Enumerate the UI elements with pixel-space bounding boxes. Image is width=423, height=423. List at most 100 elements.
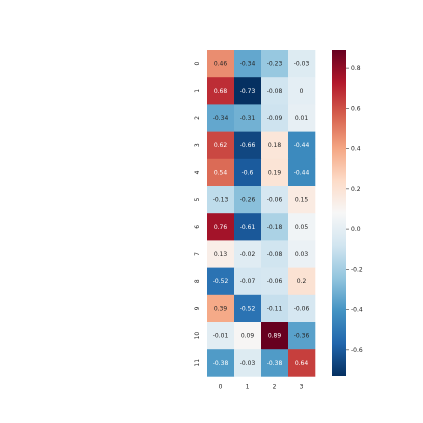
cell-value-label: -0.13 xyxy=(213,197,229,204)
column-tick-label: 0 xyxy=(219,383,223,390)
heatmap-cell xyxy=(261,267,289,296)
heatmap-cell xyxy=(261,158,289,187)
cell-value-label: -0.03 xyxy=(294,61,310,68)
row-tick-label: 2 xyxy=(194,116,201,120)
heatmap-cell xyxy=(288,294,316,323)
cell-value-label: -0.34 xyxy=(240,61,256,68)
cell-value-label: -0.06 xyxy=(267,197,283,204)
heatmap-cell xyxy=(234,349,262,377)
cell-value-label: -0.6 xyxy=(242,169,254,176)
heatmap-cell xyxy=(234,158,262,187)
cell-value-label: 0.13 xyxy=(214,251,228,258)
cell-value-label: -0.34 xyxy=(213,115,229,122)
cell-value-label: 0 xyxy=(300,88,304,95)
colorbar-tick-label: -0.2 xyxy=(351,266,363,273)
cell-value-label: -0.06 xyxy=(267,278,283,285)
cell-value-label: -0.06 xyxy=(294,305,310,312)
cell-value-label: -0.66 xyxy=(240,142,256,149)
heatmap-cell xyxy=(207,240,235,268)
colorbar-tick-label: 0.8 xyxy=(351,65,361,72)
column-tick-labels: 0 1 2 3 xyxy=(219,383,304,390)
cell-value-label: -0.08 xyxy=(267,88,283,95)
heatmap-cell xyxy=(234,240,262,268)
heatmap-cell xyxy=(288,267,316,296)
column-tick-label: 3 xyxy=(300,383,304,390)
row-tick-label: 4 xyxy=(194,170,201,174)
cell-value-label: -0.11 xyxy=(267,305,283,312)
cell-value-label: 0.19 xyxy=(268,169,282,176)
cell-value-label: 0.76 xyxy=(214,224,228,231)
cell-value-label: 0.54 xyxy=(214,169,228,176)
cell-value-label: -0.31 xyxy=(240,115,256,122)
heatmap-cell xyxy=(261,131,289,160)
cell-value-label: 0.89 xyxy=(268,333,282,340)
cell-value-label: -0.36 xyxy=(294,333,310,340)
heatmap-cell xyxy=(288,213,316,241)
heatmap-cell xyxy=(234,267,262,296)
heatmap-cell xyxy=(261,213,289,241)
heatmap-cell xyxy=(288,77,316,105)
heatmap-cell xyxy=(234,186,262,214)
colorbar-tick-label: 0.6 xyxy=(351,105,361,112)
heatmap-cell xyxy=(234,104,262,132)
heatmap-cell xyxy=(288,240,316,268)
cell-value-label: 0.39 xyxy=(214,305,228,312)
row-tick-label: 10 xyxy=(194,332,201,340)
cell-value-label: 0.05 xyxy=(295,224,309,231)
cell-value-label: 0.2 xyxy=(297,278,307,285)
row-tick-label: 5 xyxy=(194,198,201,202)
cell-value-label: 0.68 xyxy=(214,88,228,95)
colorbar-tick-label: 0.4 xyxy=(351,146,361,153)
heatmap-cell xyxy=(261,349,289,377)
heatmap-cell xyxy=(261,104,289,132)
cell-value-label: -0.38 xyxy=(213,360,229,367)
heatmap-cell xyxy=(288,186,316,214)
heatmap-cell xyxy=(207,213,235,241)
heatmap-cell-labels: 0.46 -0.34 -0.23 -0.03 0.68 -0.73 -0.08 0 -0.34 -… xyxy=(213,61,310,367)
heatmap-cell xyxy=(207,104,235,132)
cell-value-label: 0.62 xyxy=(214,142,228,149)
cell-value-label: -0.38 xyxy=(267,360,283,367)
column-tick-label: 1 xyxy=(246,383,250,390)
cell-value-label: 0.46 xyxy=(214,61,228,68)
colorbar-tick-label: -0.6 xyxy=(351,347,363,354)
heatmap-cell xyxy=(207,131,235,160)
colorbar-tick-label: 0.0 xyxy=(351,226,361,233)
cell-value-label: 0.01 xyxy=(295,115,309,122)
cell-value-label: -0.08 xyxy=(267,251,283,258)
colorbar-tick-label: -0.4 xyxy=(351,307,363,314)
cell-value-label: -0.23 xyxy=(267,61,283,68)
row-tick-label: 3 xyxy=(194,143,201,147)
cell-value-label: -0.02 xyxy=(240,251,256,258)
heatmap-cells xyxy=(207,50,316,377)
cell-value-label: -0.73 xyxy=(240,88,256,95)
cell-value-label: 0.15 xyxy=(295,197,309,204)
heatmap-cell xyxy=(288,322,316,350)
heatmap-cell xyxy=(207,158,235,187)
cell-value-label: -0.18 xyxy=(267,224,283,231)
cell-value-label: -0.52 xyxy=(213,278,229,285)
row-tick-label: 8 xyxy=(194,279,201,283)
heatmap-cell xyxy=(234,77,262,105)
row-tick-label: 6 xyxy=(194,225,201,229)
heatmap-cell xyxy=(207,294,235,323)
colorbar xyxy=(332,50,346,376)
row-tick-label: 0 xyxy=(194,62,201,66)
cell-value-label: 0.03 xyxy=(295,251,309,258)
row-tick-label: 11 xyxy=(194,359,201,367)
cell-value-label: -0.09 xyxy=(267,115,283,122)
row-tick-label: 7 xyxy=(194,252,201,256)
heatmap-cell xyxy=(207,186,235,214)
heatmap-cell xyxy=(288,131,316,160)
heatmap-cell xyxy=(261,50,289,78)
row-tick-label: 9 xyxy=(194,306,201,310)
row-tick-labels: 0 1 2 3 4 5 6 7 8 9 10 11 xyxy=(194,62,201,367)
heatmap-cell xyxy=(234,50,262,78)
row-tick-label: 1 xyxy=(194,89,201,93)
heatmap-cell xyxy=(288,104,316,132)
heatmap-cell xyxy=(234,131,262,160)
heatmap-cell xyxy=(261,294,289,323)
heatmap-cell xyxy=(207,77,235,105)
heatmap-cell xyxy=(261,240,289,268)
